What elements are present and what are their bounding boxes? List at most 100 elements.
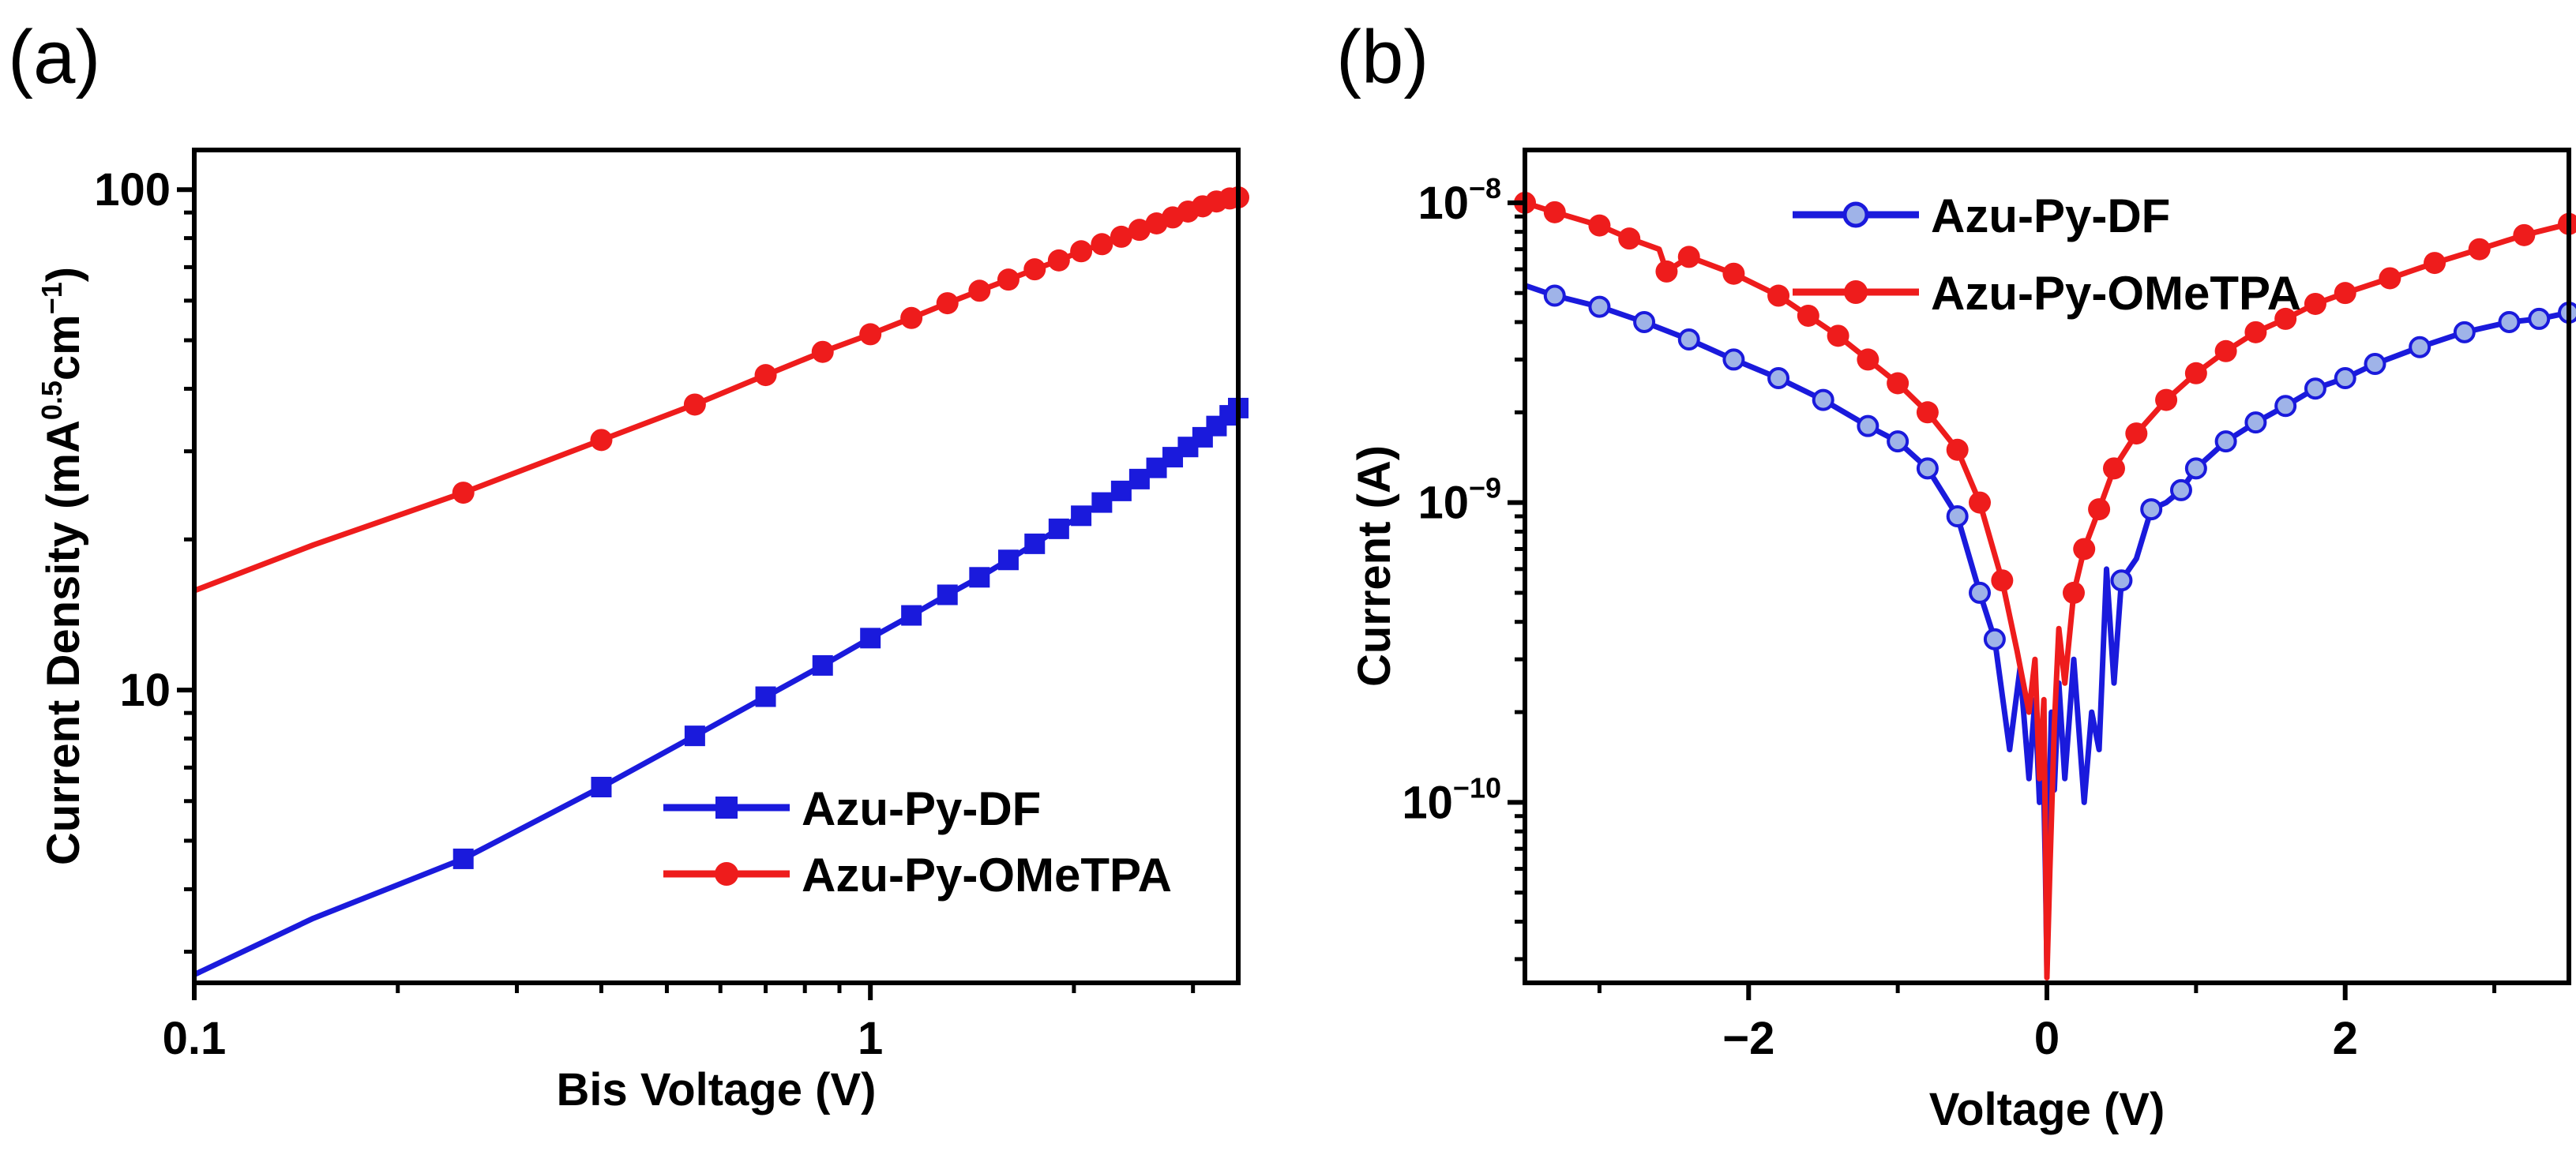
b-series-1-marker xyxy=(2304,292,2326,315)
b-series-1-marker xyxy=(1543,201,1566,223)
panel-b: (b) −2 0 2 10−10 10−9 10−8 Voltage (V) Curren… xyxy=(1336,15,2576,1135)
a-series-1-marker xyxy=(936,292,959,315)
a-series-0-marker xyxy=(901,605,922,626)
panel-a-markers xyxy=(452,186,1249,869)
a-series-1-marker xyxy=(968,279,991,302)
b-series-0-marker xyxy=(1969,581,1992,604)
panel-a-legend: Azu-Py-DF Azu-Py-OMeTPA xyxy=(663,782,1172,902)
b-series-1-marker xyxy=(1618,227,1641,250)
b-series-1-marker xyxy=(2334,282,2356,305)
b-series-0-marker xyxy=(2110,569,2133,592)
b-series-1-marker xyxy=(1969,491,1992,514)
b-series-0-marker xyxy=(2334,367,2356,390)
b-x-tick-label: −2 xyxy=(1722,1013,1774,1064)
b-series-1-marker xyxy=(2184,362,2207,384)
b-series-1-marker xyxy=(1655,260,1678,283)
panel-a-tick-labels: 0.1 1 10 100 xyxy=(94,164,883,1064)
b-series-1-marker xyxy=(2274,307,2297,330)
a-series-0-marker xyxy=(1071,505,1092,527)
panel-b-y-axis-title: Current (A) xyxy=(1349,445,1400,687)
b-series-1-marker xyxy=(1677,246,1700,268)
a-series-0-marker xyxy=(452,848,474,869)
b-series-0-marker xyxy=(2453,321,2476,343)
a-series-1-marker xyxy=(1128,219,1151,242)
b-series-0-marker xyxy=(2169,478,2192,501)
a-series-0-marker xyxy=(684,725,705,747)
legend-a-df-marker xyxy=(715,797,738,819)
b-series-1-marker xyxy=(2155,388,2178,411)
a-y-tick-label: 10 xyxy=(119,665,171,716)
a-series-1-marker xyxy=(1070,240,1093,263)
a-series-1-marker xyxy=(859,323,882,346)
a-series-1-marker xyxy=(683,393,706,416)
panel-b-tick-labels: −2 0 2 10−10 10−9 10−8 xyxy=(1402,172,2357,1064)
b-series-0-marker xyxy=(2364,353,2386,376)
a-series-1-marker xyxy=(1023,258,1046,281)
b-series-1-marker xyxy=(1857,348,1879,371)
b-series-0-marker xyxy=(1983,628,2006,650)
panel-a-ticks xyxy=(177,187,1196,1000)
b-series-0-marker xyxy=(2498,310,2521,333)
panel-a-frame xyxy=(192,148,1241,985)
panel-b-x-axis-title: Voltage (V) xyxy=(1929,1084,2165,1135)
a-series-1-marker xyxy=(590,429,613,452)
b-series-0-marker xyxy=(1633,310,1656,333)
a-series-1-marker xyxy=(754,364,777,387)
b-series-0-marker xyxy=(1677,328,1700,351)
a-x-tick-label: 0.1 xyxy=(163,1013,227,1064)
legend-b-df-marker xyxy=(1842,201,1869,228)
a-series-0-marker xyxy=(1091,492,1113,513)
a-series-1-marker xyxy=(997,268,1020,291)
a-series-1-marker xyxy=(811,340,834,363)
b-y-tick-label: 10−8 xyxy=(1418,172,1501,229)
b-series-1-marker xyxy=(2468,238,2491,261)
legend-b-df-label: Azu-Py-DF xyxy=(1931,189,2170,242)
b-series-1-marker xyxy=(2214,339,2237,362)
legend-a-ometpa-label: Azu-Py-OMeTPA xyxy=(802,849,1172,902)
b-series-0-marker xyxy=(1543,284,1566,307)
a-series-1-marker xyxy=(900,306,923,329)
b-series-0-marker xyxy=(2274,395,2297,418)
b-series-0-marker xyxy=(1916,457,1939,480)
b-series-1-marker xyxy=(1887,372,1909,395)
b-series-0-marker xyxy=(1767,367,1790,390)
b-y-tick-label: 10−10 xyxy=(1402,771,1501,828)
b-series-1-marker xyxy=(2379,267,2401,290)
panel-a-y-axis-title: Current Density (mA0.5cm−1) xyxy=(36,267,89,865)
a-series-0-marker xyxy=(937,584,958,605)
b-series-0-marker xyxy=(2140,498,2163,521)
b-series-1-marker xyxy=(2244,321,2267,343)
b-series-0-marker xyxy=(1887,430,1909,453)
b-series-0-marker xyxy=(2528,307,2551,330)
legend-b-ometpa-marker xyxy=(1844,280,1868,304)
a-series-1-marker xyxy=(1110,225,1132,248)
b-x-tick-label: 2 xyxy=(2333,1013,2358,1064)
b-series-0-marker xyxy=(2304,377,2326,400)
b-series-1-marker xyxy=(2513,223,2536,246)
a-series-0-marker xyxy=(755,686,776,707)
panel-a-label: (a) xyxy=(8,15,100,99)
a-series-0-marker xyxy=(997,549,1019,571)
b-series-0-marker xyxy=(2214,430,2237,453)
b-series-1-marker xyxy=(2073,538,2096,561)
panel-a-x-axis-title: Bis Voltage (V) xyxy=(557,1064,877,1115)
b-series-0-marker xyxy=(1588,295,1611,318)
a-series-0-marker xyxy=(1110,480,1132,501)
panel-b-ticks xyxy=(1508,200,2497,1000)
b-series-1-marker xyxy=(2125,422,2148,445)
b-series-0-marker xyxy=(1722,348,1745,371)
b-series-0-marker xyxy=(2184,457,2207,480)
legend-b-ometpa-label: Azu-Py-OMeTPA xyxy=(1931,267,2301,320)
a-series-0-marker xyxy=(812,654,833,676)
b-series-1-marker xyxy=(2102,457,2125,480)
b-series-0-marker xyxy=(1812,388,1834,411)
b-series-1-marker xyxy=(1767,284,1790,307)
b-series-1-marker xyxy=(1797,304,1819,327)
a-series-0-marker xyxy=(1024,533,1046,554)
a-y-tick-label: 100 xyxy=(94,164,171,216)
b-x-tick-label: 0 xyxy=(2034,1013,2060,1064)
b-series-1-marker xyxy=(2424,252,2446,275)
b-series-1-marker xyxy=(1722,262,1745,285)
a-series-1-marker xyxy=(1047,249,1070,272)
